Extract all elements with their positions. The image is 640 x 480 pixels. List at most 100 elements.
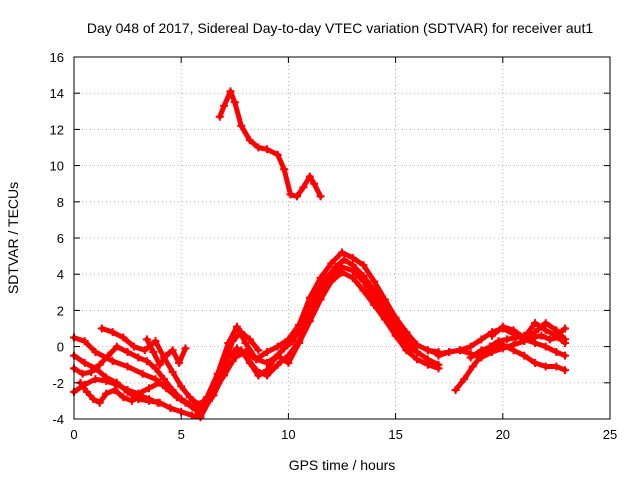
data-point	[455, 346, 464, 355]
data-point	[181, 344, 190, 353]
data-point	[295, 338, 304, 347]
data-point	[187, 402, 196, 411]
data-point	[273, 150, 282, 159]
data-point	[136, 391, 145, 400]
data-point	[254, 346, 263, 355]
series-line	[71, 250, 441, 413]
axis-ticks: 0 5 10 15 20 25 -4 -2 0 2 4 6 8 10 12 14 16	[50, 50, 618, 442]
series-track-1	[215, 87, 325, 201]
data-point	[151, 364, 160, 373]
data-point	[348, 253, 357, 262]
data-point	[112, 380, 121, 389]
y-tick-label: 0	[57, 340, 64, 355]
data-point	[284, 358, 293, 367]
data-point	[123, 348, 132, 357]
data-point	[391, 331, 400, 340]
data-point	[166, 386, 175, 395]
data-point	[252, 355, 261, 364]
data-point	[560, 324, 569, 333]
data-point	[314, 284, 323, 293]
data-point	[530, 358, 539, 367]
data-point	[102, 376, 111, 385]
data-point	[552, 348, 561, 357]
y-tick-label: 12	[50, 122, 64, 137]
data-point	[80, 337, 89, 346]
data-point	[402, 346, 411, 355]
series-track-5	[70, 268, 443, 414]
data-point	[541, 362, 550, 371]
y-tick-label: 10	[50, 159, 64, 174]
data-point	[545, 335, 554, 344]
data-point	[299, 183, 308, 192]
series-track-6	[97, 324, 263, 409]
data-point	[509, 326, 518, 335]
data-point	[130, 342, 139, 351]
data-point	[402, 335, 411, 344]
data-point	[142, 357, 151, 366]
data-point	[434, 351, 443, 360]
data-point	[262, 358, 271, 367]
data-point	[541, 319, 550, 328]
data-point	[241, 338, 250, 347]
data-point	[348, 273, 357, 282]
data-point	[423, 346, 432, 355]
data-point	[273, 351, 282, 360]
data-point	[488, 342, 497, 351]
data-point	[530, 328, 539, 337]
data-point	[108, 357, 117, 366]
data-point	[359, 286, 368, 295]
data-point	[155, 378, 164, 387]
series-track-8	[142, 335, 190, 369]
data-point	[151, 337, 160, 346]
data-point	[215, 112, 224, 121]
data-point	[530, 338, 539, 347]
y-tick-label: 8	[57, 195, 64, 210]
data-point	[445, 348, 454, 357]
data-point	[160, 375, 169, 384]
data-point	[138, 369, 147, 378]
data-point	[168, 367, 177, 376]
data-point	[391, 320, 400, 329]
data-point	[552, 362, 561, 371]
data-point	[95, 398, 104, 407]
data-point	[370, 277, 379, 286]
data-point	[305, 300, 314, 309]
data-point	[498, 340, 507, 349]
data-point	[322, 273, 331, 282]
data-point	[297, 322, 306, 331]
series-layer	[70, 87, 569, 422]
data-point	[151, 375, 160, 384]
data-point	[292, 192, 301, 201]
chart-title: Day 048 of 2017, Sidereal Day-to-day VTE…	[87, 20, 594, 36]
data-point	[423, 360, 432, 369]
x-tick-label: 5	[178, 427, 185, 442]
data-point	[488, 331, 497, 340]
series-line	[468, 342, 568, 373]
data-point	[237, 328, 246, 337]
data-point	[119, 393, 128, 402]
data-point	[230, 353, 239, 362]
data-point	[477, 346, 486, 355]
x-tick-label: 25	[603, 427, 617, 442]
data-point	[175, 358, 184, 367]
data-point	[78, 369, 87, 378]
series-line	[217, 88, 324, 199]
data-point	[202, 395, 211, 404]
data-point	[503, 335, 512, 344]
data-point	[380, 315, 389, 324]
x-tick-label: 15	[388, 427, 402, 442]
data-point	[80, 358, 89, 367]
x-tick-label: 10	[281, 427, 295, 442]
data-point	[305, 172, 314, 181]
data-point	[177, 382, 186, 391]
data-point	[228, 337, 237, 346]
data-point	[468, 362, 477, 371]
data-point	[477, 353, 486, 362]
y-tick-label: -2	[52, 376, 64, 391]
series-track-12	[466, 340, 569, 375]
data-point	[82, 387, 91, 396]
y-tick-label: 14	[50, 86, 64, 101]
data-point	[241, 348, 250, 357]
data-point	[498, 322, 507, 331]
data-point	[237, 121, 246, 130]
